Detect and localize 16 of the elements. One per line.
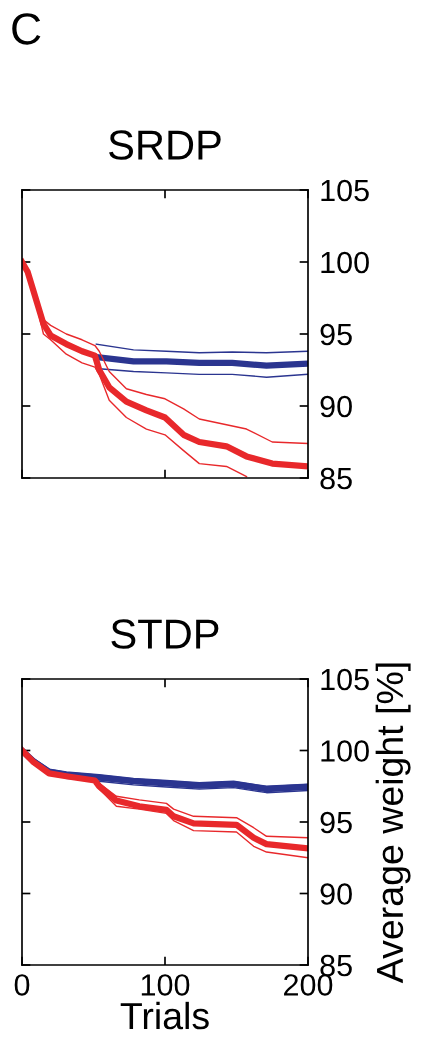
y-tick-label: 100 xyxy=(321,740,369,762)
y-tick-label: 105 xyxy=(321,179,369,202)
text: C xyxy=(12,13,41,45)
y-tick-label: 95 xyxy=(320,811,352,834)
chart-title: SRDP xyxy=(109,130,221,160)
x-axis-title: Trials xyxy=(120,1001,209,1030)
x-tick-label: 0 xyxy=(14,974,30,996)
y-tick-label: 90 xyxy=(320,395,352,418)
y-tick-label: 105 xyxy=(321,668,369,691)
y-tick-label: 100 xyxy=(321,251,369,274)
y-tick-label: 85 xyxy=(320,467,352,490)
y-tick-label: 90 xyxy=(320,883,352,905)
chart-title: STDP xyxy=(111,619,219,649)
y-tick-label: 95 xyxy=(320,323,352,346)
x-tick-label: 100 xyxy=(141,974,190,996)
y-axis-title: Average weight [%] xyxy=(375,663,411,984)
